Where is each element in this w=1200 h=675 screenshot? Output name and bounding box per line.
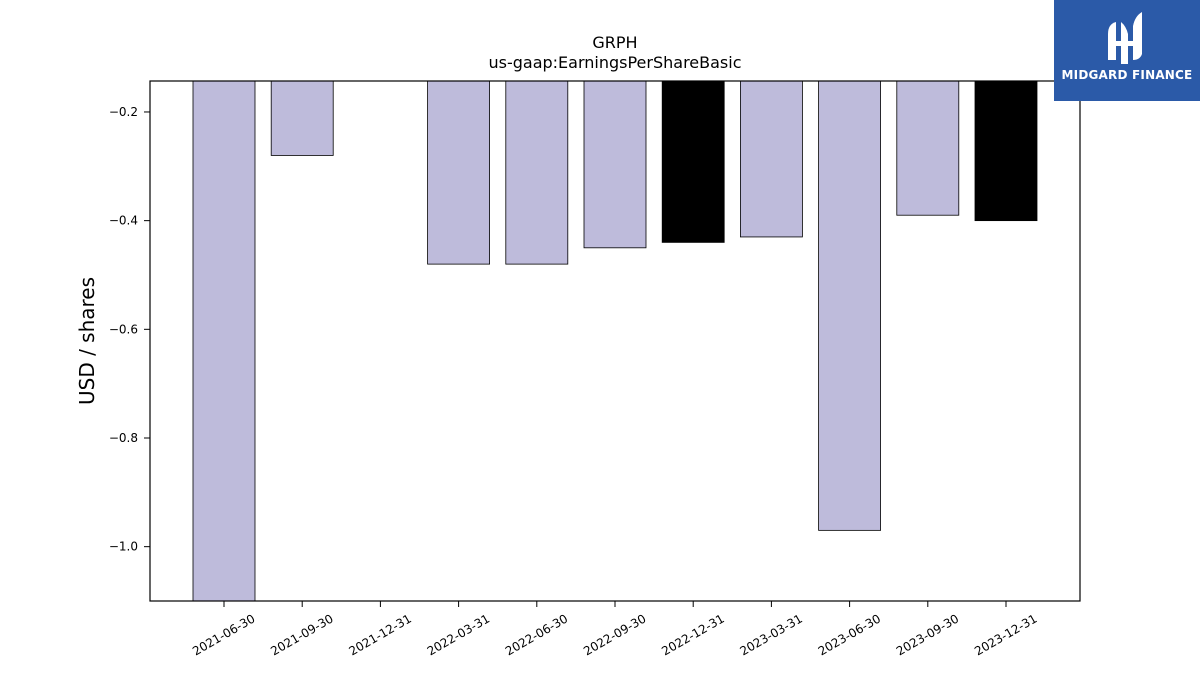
bar-2022-03-31 (427, 80, 491, 265)
chart-subtitle: us-gaap:EarningsPerShareBasic (488, 53, 741, 72)
bar-2022-09-30 (583, 80, 647, 249)
y-axis-label: USD / shares (75, 277, 99, 405)
midgard-logo-icon (1108, 12, 1142, 64)
x-axis-ticks: 2021-06-30 2021-09-30 2021-12-31 2022-03-31… (190, 601, 1040, 658)
x-tick-label: 2023-06-30 (816, 611, 883, 658)
y-axis-ticks: −0.2 −0.4 −0.6 −0.8 −1.0 (109, 105, 150, 554)
bar-2023-12-31 (974, 80, 1038, 222)
y-tick-label: −0.2 (109, 105, 138, 119)
x-tick-label: 2023-03-31 (737, 611, 804, 658)
x-tick-label: 2022-06-30 (503, 611, 570, 658)
bar-2023-06-30 (818, 80, 881, 531)
y-tick-label: −0.4 (109, 214, 138, 228)
bar-2021-09-30 (270, 80, 334, 156)
y-tick-label: −1.0 (109, 540, 138, 554)
bar-2021-06-30 (192, 80, 256, 602)
x-tick-label: 2022-12-31 (659, 611, 726, 658)
chart-title: GRPH (592, 33, 637, 52)
x-tick-label: 2022-03-31 (425, 611, 492, 658)
x-tick-label: 2021-06-30 (190, 611, 257, 658)
logo-wordmark: MIDGARD FINANCE (1061, 68, 1193, 82)
y-tick-label: −0.6 (109, 322, 138, 336)
bar-2022-12-31 (661, 80, 725, 243)
x-tick-label: 2023-09-30 (894, 611, 961, 658)
plot-frame (149, 80, 1081, 602)
bar-2023-09-30 (896, 80, 960, 216)
bar-2022-06-30 (505, 80, 569, 265)
bar-2023-03-31 (740, 80, 803, 238)
midgard-finance-logo: MIDGARD FINANCE (1054, 0, 1200, 101)
x-tick-label: 2021-12-31 (346, 611, 413, 658)
x-tick-label: 2021-09-30 (268, 611, 335, 658)
x-tick-label: 2023-12-31 (972, 611, 1039, 658)
bars-group (192, 80, 1038, 602)
y-tick-label: −0.8 (109, 431, 138, 445)
x-tick-label: 2022-09-30 (581, 611, 648, 658)
